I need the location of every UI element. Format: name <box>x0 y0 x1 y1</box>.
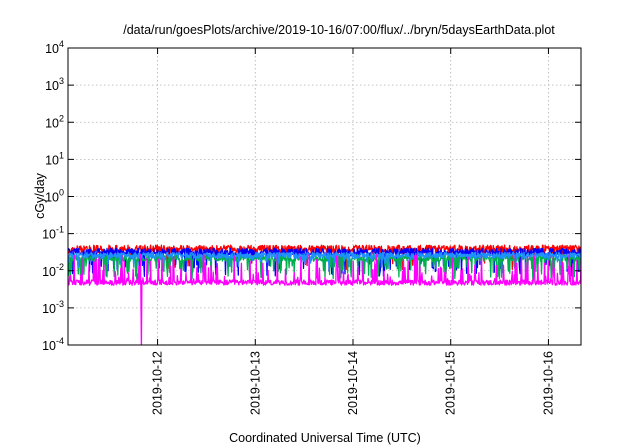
x-tick-label: 2019-10-16 <box>541 351 555 415</box>
y-tick-label: 10-1 <box>42 225 64 242</box>
y-tick-label: 10-3 <box>42 299 64 316</box>
y-tick-label: 104 <box>45 39 64 56</box>
series-group <box>68 244 581 345</box>
x-tick-label: 2019-10-13 <box>248 351 262 415</box>
y-tick-label: 100 <box>45 188 64 205</box>
x-ticks: 2019-10-12 2019-10-13 2019-10-14 2019-10-15… <box>151 48 555 415</box>
x-tick-label: 2019-10-15 <box>444 351 458 415</box>
y-tick-label: 101 <box>45 150 64 167</box>
y-ticks: 10-4 10-3 10-2 10-1 100 101 102 103 104 <box>42 39 581 353</box>
y-tick-label: 10-4 <box>42 336 64 353</box>
series-line <box>68 253 581 345</box>
series-line <box>68 251 581 269</box>
chart-title: /data/run/goesPlots/archive/2019-10-16/0… <box>123 23 555 37</box>
x-tick-label: 2019-10-14 <box>346 351 360 415</box>
grid <box>68 48 581 345</box>
x-axis-label: Coordinated Universal Time (UTC) <box>229 431 421 445</box>
y-tick-label: 103 <box>45 76 64 93</box>
y-axis-label: cGy/day <box>33 172 47 219</box>
x-tick-label: 2019-10-12 <box>151 351 165 415</box>
y-tick-label: 10-2 <box>42 262 64 279</box>
y-tick-label: 102 <box>45 113 64 130</box>
